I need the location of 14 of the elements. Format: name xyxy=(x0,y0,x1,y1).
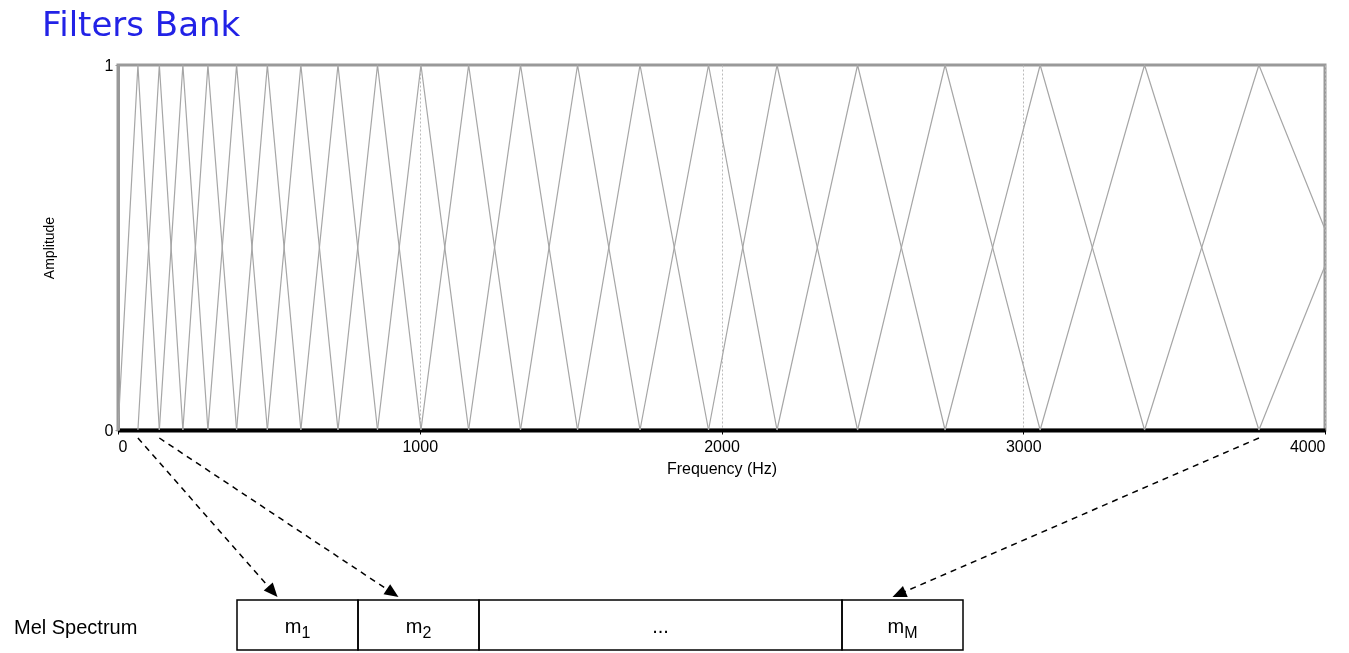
chart-title: Filters Bank xyxy=(42,4,241,44)
y-axis-title: Amplitude xyxy=(40,216,57,280)
x-axis-title: Frequency (Hz) xyxy=(666,459,778,477)
y-tick-label: 1 xyxy=(104,56,114,74)
text: m$_{M}$ xyxy=(887,615,918,641)
x-tick-label: 4000 xyxy=(1289,437,1326,455)
x-tick-label: 0 xyxy=(118,437,128,455)
x-tick-label: 2000 xyxy=(704,437,740,455)
text: m$_{2}$ xyxy=(405,615,432,641)
text: Mel Spectrum xyxy=(14,616,138,638)
text: ... xyxy=(652,615,669,637)
text: m$_{1}$ xyxy=(284,615,311,641)
x-tick-label: 1000 xyxy=(402,437,439,455)
x-tick-label: 3000 xyxy=(1005,437,1042,455)
